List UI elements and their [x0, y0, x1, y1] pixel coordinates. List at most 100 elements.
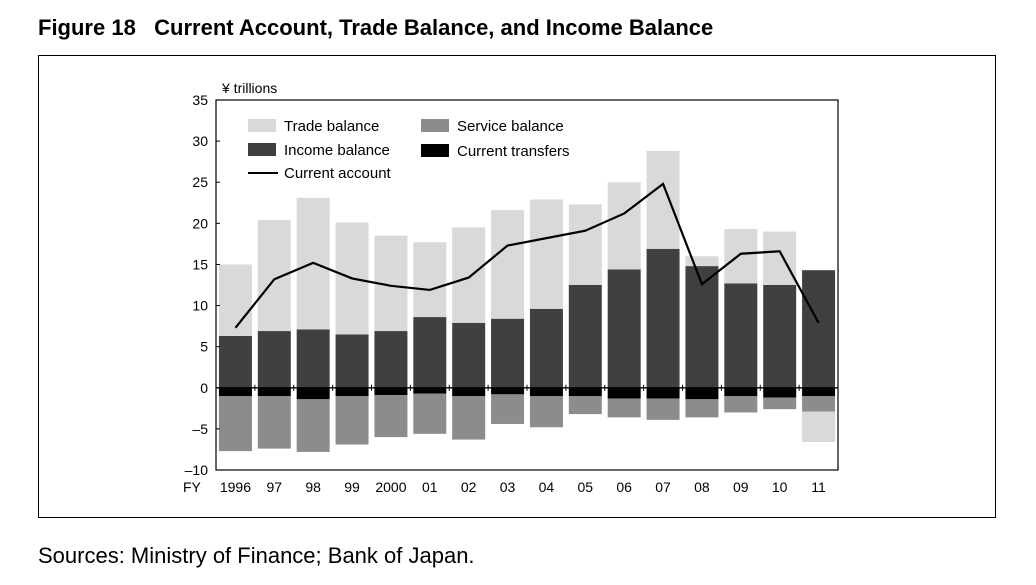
- bar-service-balance-03: [491, 394, 525, 424]
- legend-label-income-balance: Income balance: [284, 142, 390, 159]
- x-tick-label-10: 10: [772, 479, 788, 495]
- bar-current-transfers-09: [724, 387, 758, 396]
- bar-current-transfers-05: [568, 387, 602, 396]
- bar-service-balance-05: [568, 396, 602, 415]
- bar-current-transfers-2000: [374, 387, 408, 396]
- plot-area-border: [215, 99, 839, 471]
- y-tick-label: 15: [192, 256, 208, 272]
- x-tick-label-06: 06: [616, 479, 632, 495]
- y-tick-label: 30: [192, 133, 208, 149]
- x-tick-label-03: 03: [500, 479, 516, 495]
- bar-service-balance-09: [724, 396, 758, 413]
- bar-current-transfers-08: [685, 387, 719, 400]
- y-tick-label: 25: [192, 174, 208, 190]
- bar-current-transfers-07: [646, 387, 680, 399]
- bar-current-transfers-03: [491, 387, 525, 395]
- bar-trade-balance-03: [491, 210, 525, 319]
- legend-label-current-transfers: Current transfers: [457, 143, 570, 160]
- x-tick-label-11: 11: [811, 479, 826, 495]
- line-layer: [234, 182, 820, 329]
- bar-current-transfers-04: [529, 387, 563, 396]
- bar-current-transfers-98: [296, 387, 330, 400]
- bar-income-balance-1996: [218, 335, 252, 388]
- bar-service-balance-98: [296, 399, 330, 452]
- bar-current-transfers-10: [763, 387, 797, 398]
- bar-service-balance-11: [802, 396, 836, 412]
- legend-swatch-trade-balance: [248, 119, 276, 132]
- legend-swatch-income-balance: [248, 143, 276, 156]
- bar-trade-balance-04: [529, 199, 563, 309]
- bar-current-transfers-02: [452, 387, 486, 396]
- legend-label-trade-balance: Trade balance: [284, 118, 379, 135]
- legend-label-current-account: Current account: [284, 165, 392, 182]
- bar-service-balance-97: [257, 396, 291, 449]
- y-tick-label: 20: [192, 215, 208, 231]
- bar-income-balance-04: [529, 308, 563, 388]
- x-tick-label-02: 02: [461, 479, 477, 495]
- bar-current-transfers-01: [413, 387, 447, 394]
- bar-service-balance-10: [763, 397, 797, 410]
- x-tick-label-99: 99: [344, 479, 360, 495]
- bars-layer: [218, 150, 836, 452]
- bar-trade-balance-06: [607, 182, 641, 270]
- x-tick-label-98: 98: [305, 479, 321, 495]
- bar-income-balance-11: [802, 270, 836, 388]
- bar-trade-balance-01: [413, 242, 447, 318]
- bar-current-transfers-06: [607, 387, 641, 399]
- figure-title: Figure 18 Current Account, Trade Balance…: [38, 15, 714, 40]
- bar-service-balance-1996: [218, 396, 252, 452]
- legend-swatch-current-transfers: [421, 144, 449, 157]
- bar-trade-balance-07: [646, 150, 680, 249]
- bar-income-balance-01: [413, 317, 447, 388]
- y-tick-label: –5: [192, 421, 208, 437]
- bar-current-transfers-97: [257, 387, 291, 396]
- x-tick-label-97: 97: [267, 479, 283, 495]
- sources-note: Sources: Ministry of Finance; Bank of Ja…: [38, 543, 475, 568]
- bar-income-balance-02: [452, 322, 486, 388]
- bar-income-balance-08: [685, 266, 719, 388]
- bar-income-balance-06: [607, 269, 641, 388]
- x-tick-label-09: 09: [733, 479, 749, 495]
- bar-trade-balance-05: [568, 204, 602, 285]
- bar-service-balance-04: [529, 396, 563, 428]
- bar-income-balance-05: [568, 285, 602, 388]
- bar-income-balance-98: [296, 329, 330, 388]
- x-tick-label-05: 05: [578, 479, 594, 495]
- line-current-account: [234, 182, 820, 329]
- bar-service-balance-02: [452, 396, 486, 440]
- bar-current-transfers-11: [802, 387, 836, 396]
- bar-trade-balance-09: [724, 229, 758, 284]
- bar-service-balance-2000: [374, 395, 408, 438]
- x-tick-label-1996: 1996: [220, 479, 251, 495]
- bar-current-transfers-1996: [218, 387, 252, 396]
- bar-income-balance-09: [724, 283, 758, 388]
- bar-income-balance-07: [646, 248, 680, 388]
- bar-income-balance-97: [257, 331, 291, 388]
- x-axis-prefix-label: FY: [183, 479, 202, 495]
- bar-current-transfers-99: [335, 387, 369, 396]
- x-tick-label-07: 07: [655, 479, 671, 495]
- bar-trade-balance-11: [802, 411, 836, 443]
- bar-income-balance-99: [335, 334, 369, 388]
- bar-trade-balance-1996: [218, 264, 252, 336]
- bar-income-balance-2000: [374, 331, 408, 388]
- legend-swatch-service-balance: [421, 119, 449, 132]
- y-tick-label: –10: [185, 462, 209, 478]
- bar-service-balance-01: [413, 393, 447, 434]
- x-tick-label-08: 08: [694, 479, 710, 495]
- axis-layer: 35 30 25 20 15 10 5 0 –5 –10 ¥ trillions 1996 97 98 99…: [183, 80, 839, 495]
- y-tick-label: 35: [192, 92, 208, 108]
- bar-service-balance-08: [685, 399, 719, 418]
- legend-label-service-balance: Service balance: [457, 118, 564, 135]
- y-axis-unit-label: ¥ trillions: [221, 80, 277, 96]
- bar-income-balance-10: [763, 285, 797, 388]
- y-tick-label: 10: [192, 298, 208, 314]
- bar-service-balance-99: [335, 396, 369, 445]
- bar-income-balance-03: [491, 318, 525, 388]
- bar-service-balance-07: [646, 398, 680, 420]
- bar-service-balance-06: [607, 398, 641, 418]
- chart-frame: [38, 55, 996, 518]
- x-tick-label-2000: 2000: [375, 479, 406, 495]
- bar-trade-balance-10: [763, 231, 797, 285]
